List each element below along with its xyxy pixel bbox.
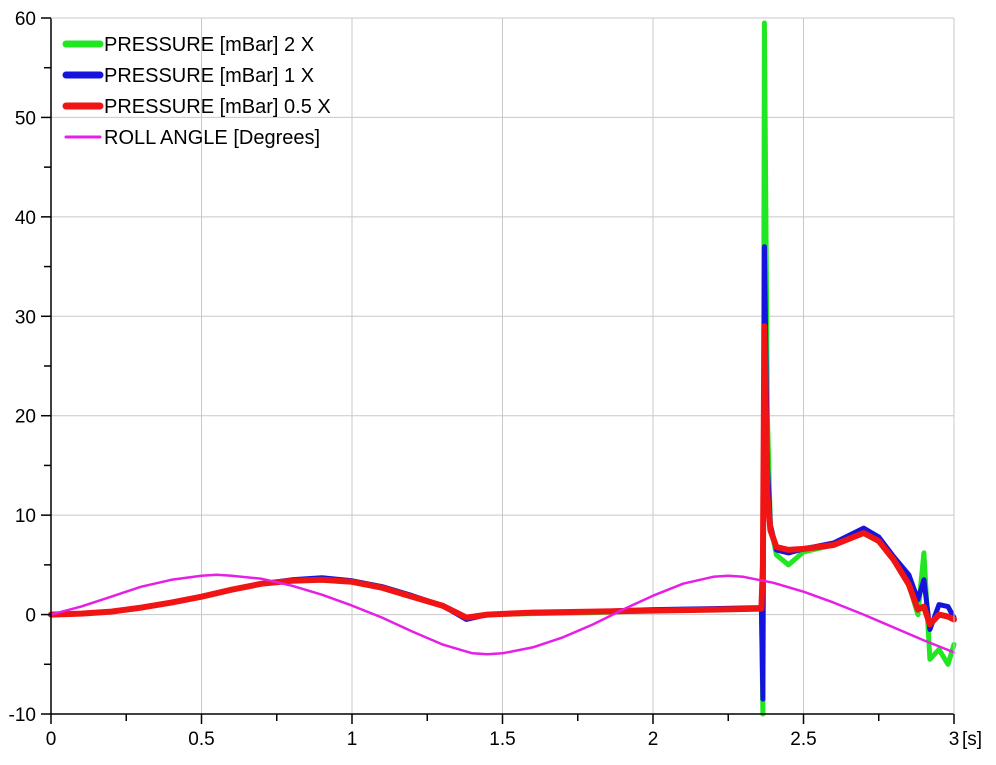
tick-labels: 0 0.5 1 1.5 2 2.5 3 -10 0 10 20 30 40 50 60 [9, 9, 960, 750]
legend-label-0: PRESSURE [mBar] 2 X [104, 34, 314, 56]
y-tick-label: 0 [25, 606, 36, 627]
x-tick-label: 2 [648, 729, 659, 750]
legend-label-3: ROLL ANGLE [Degrees] [104, 127, 320, 149]
y-tick-label: 60 [15, 9, 36, 30]
x-tick-label: 1 [347, 729, 358, 750]
y-tick-label: 10 [15, 506, 36, 527]
series-group [48, 20, 957, 717]
x-tick-label: 2.5 [790, 729, 816, 750]
x-tick-label: 0 [46, 729, 57, 750]
x-unit-label: [s] [962, 729, 982, 750]
x-tick-label: 3 [949, 729, 960, 750]
legend-label-2: PRESSURE [mBar] 0.5 X [104, 96, 331, 118]
gridlines [51, 18, 954, 714]
series-line-2 [48, 323, 957, 628]
legend: PRESSURE [mBar] 2 X PRESSURE [mBar] 1 X PR… [62, 34, 331, 149]
x-tick-label: 0.5 [188, 729, 214, 750]
y-tick-label: 20 [15, 407, 36, 428]
y-tick-label: 40 [15, 208, 36, 229]
x-tick-label: 1.5 [489, 729, 515, 750]
y-tick-label: 50 [15, 108, 36, 129]
series-line-3 [49, 573, 956, 656]
y-tick-label: 30 [15, 307, 36, 328]
y-tick-label: -10 [9, 705, 36, 726]
legend-label-1: PRESSURE [mBar] 1 X [104, 65, 314, 87]
axes [41, 17, 955, 724]
